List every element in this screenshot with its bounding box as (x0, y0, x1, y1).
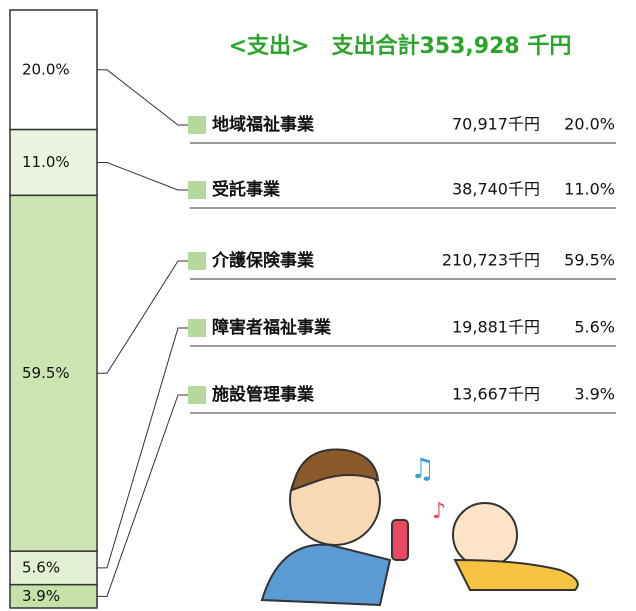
legend-marker (188, 386, 206, 404)
connector (97, 327, 188, 569)
category-label: 地域福祉事業 (212, 114, 314, 135)
category-label: 障害者福祉事業 (212, 317, 331, 338)
svg-text:♫: ♫ (410, 452, 435, 485)
segment-label: 11.0% (22, 153, 70, 171)
segment-label: 5.6% (22, 558, 60, 576)
legend-marker (188, 319, 206, 337)
amount-label: 210,723千円 (442, 251, 540, 270)
amount-label: 70,917千円 (452, 115, 540, 134)
connector (97, 260, 188, 374)
svg-text:♪: ♪ (432, 499, 446, 524)
category-label: 受託事業 (212, 179, 280, 200)
percent-label: 11.0% (564, 180, 615, 199)
legend-marker (188, 116, 206, 134)
percent-label: 3.9% (574, 385, 615, 404)
segment-label: 59.5% (22, 364, 70, 382)
percent-label: 20.0% (564, 115, 615, 134)
illustration: ♫ ♪ (260, 448, 579, 607)
connector (97, 161, 188, 191)
legend-marker (188, 252, 206, 270)
bar-segment (9, 9, 98, 131)
chart-title: <支出> 支出合計353,928 千円 (229, 33, 572, 59)
percent-label: 5.6% (574, 318, 615, 337)
category-label: 施設管理事業 (212, 384, 314, 405)
connector (97, 394, 188, 597)
amount-label: 19,881千円 (452, 318, 540, 337)
percent-label: 59.5% (564, 251, 615, 270)
segment-label: 20.0% (22, 60, 70, 78)
segment-label: 3.9% (22, 587, 60, 605)
bar-segment (9, 194, 98, 552)
connector (97, 69, 188, 126)
legend-marker (188, 181, 206, 199)
amount-label: 13,667千円 (452, 385, 540, 404)
amount-label: 38,740千円 (452, 180, 540, 199)
category-label: 介護保険事業 (211, 250, 314, 271)
